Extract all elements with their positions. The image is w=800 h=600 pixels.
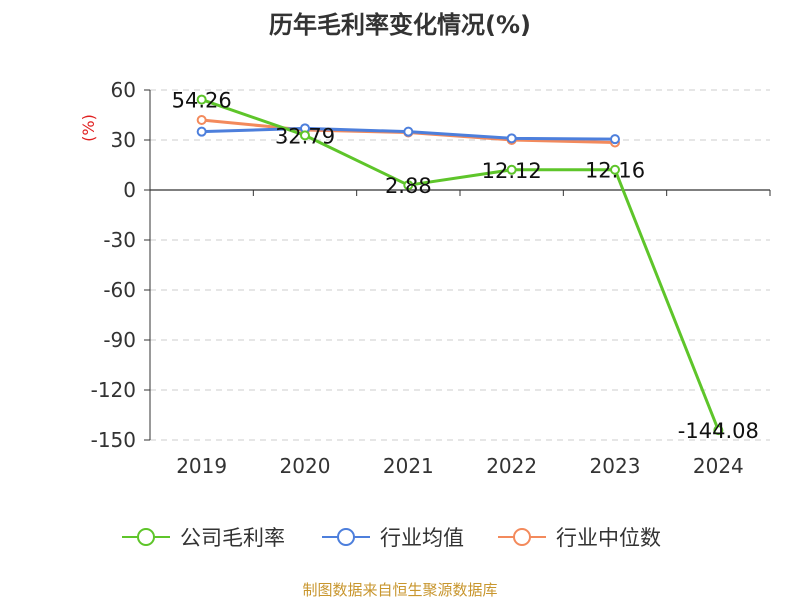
legend-item[interactable]: 行业中位数 [498,526,661,550]
data-point [403,126,414,137]
y-tick-label: -30 [103,228,136,252]
y-axis-unit-label: (%) [79,114,98,142]
data-point [196,94,207,105]
y-tick-label: -150 [91,428,136,452]
data-point [506,164,517,175]
x-tick-label: 2024 [693,454,744,478]
data-point [196,126,207,137]
data-point [300,130,310,141]
y-axis-ticks: 60 30 0 -30 -60 -90 -120 -150 [91,78,151,452]
data-point [506,133,517,144]
y-tick-label: 30 [111,128,136,152]
series-lines [196,94,724,436]
x-tick-label: 2022 [486,454,537,478]
data-point [610,134,620,145]
data-label: 32.79 [275,124,335,148]
data-label: 12.16 [585,159,645,183]
source-note: 制图数据来自恒生聚源数据库 [302,581,497,599]
legend-label: 行业均值 [380,526,464,550]
chart-title: 历年毛利率变化情况(%) [269,11,531,39]
y-tick-label: -120 [91,378,136,402]
y-tick-label: -90 [103,328,136,352]
legend[interactable]: 公司毛利率 行业均值 行业中位数 [122,526,661,550]
data-label: -144.08 [678,419,759,443]
legend-circle-marker [513,528,531,546]
legend-circle-marker [337,528,355,546]
data-labels: 54.26 32.79 2.88 12.12 12.16 -144.08 [172,89,759,444]
legend-item[interactable]: 行业均值 [322,526,464,550]
data-label: 54.26 [172,89,232,113]
data-label: 12.12 [482,159,542,183]
series-1 [196,94,724,436]
data-point [403,180,414,191]
legend-label: 行业中位数 [556,526,661,550]
y-tick-label: -60 [103,278,136,302]
data-label: 2.88 [385,174,432,198]
gridlines [150,89,770,441]
x-tick-label: 2023 [590,454,641,478]
legend-circle-marker [137,528,155,546]
data-point [196,115,207,125]
data-point [713,425,724,436]
x-tick-label: 2021 [383,454,434,478]
x-tick-label: 2019 [176,454,227,478]
legend-item[interactable]: 公司毛利率 [122,526,285,550]
x-axis: 2019 2020 2021 2022 2023 2024 [149,189,771,478]
y-tick-label: 0 [123,178,136,202]
x-tick-label: 2020 [280,454,331,478]
series-line [201,98,720,431]
data-point [610,164,620,175]
y-tick-label: 60 [111,78,136,102]
legend-label: 公司毛利率 [180,526,285,550]
series-2 [196,123,620,145]
